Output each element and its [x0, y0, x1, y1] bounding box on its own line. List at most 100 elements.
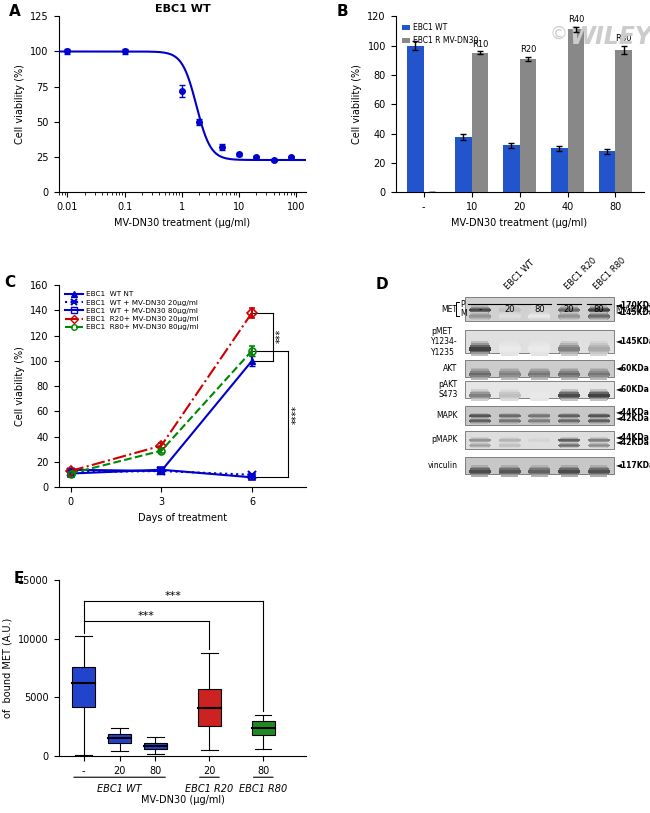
Bar	[465, 457, 614, 474]
Text: ◄60KDa: ◄60KDa	[616, 385, 650, 394]
Bar	[588, 310, 610, 311]
Bar	[529, 393, 550, 394]
Bar	[500, 352, 519, 354]
Bar	[590, 443, 608, 444]
Bar	[558, 395, 580, 397]
Bar	[588, 350, 609, 353]
Bar	[588, 347, 610, 349]
Bar	[559, 422, 579, 423]
Bar	[588, 472, 609, 474]
Bar	[501, 413, 518, 414]
Text: EBC1 WT: EBC1 WT	[503, 258, 536, 291]
X-axis label: MV-DN30 treatment (μg/ml): MV-DN30 treatment (μg/ml)	[114, 218, 250, 228]
Bar	[567, 29, 584, 193]
Bar	[499, 416, 521, 417]
Bar	[588, 393, 609, 394]
Bar	[530, 376, 549, 378]
Bar	[558, 309, 580, 310]
Bar	[499, 349, 521, 350]
Bar	[471, 443, 489, 444]
Text: ***: ***	[138, 611, 155, 620]
Bar	[528, 445, 551, 446]
Bar	[588, 316, 610, 318]
Bar	[469, 371, 490, 372]
Bar	[530, 398, 549, 399]
Bar	[529, 446, 550, 447]
Text: EBC1 R20: EBC1 R20	[185, 785, 233, 794]
Text: 20: 20	[504, 305, 515, 314]
Bar	[469, 415, 491, 416]
Bar	[469, 397, 490, 398]
Bar	[590, 398, 608, 399]
Text: EBC1 R20: EBC1 R20	[563, 255, 598, 291]
Bar	[588, 349, 610, 350]
Bar	[558, 420, 580, 421]
Bar	[558, 372, 580, 374]
Bar	[500, 443, 519, 444]
Text: MV-DN30 (μg/ml): MV-DN30 (μg/ml)	[140, 795, 224, 805]
Bar	[590, 438, 608, 439]
Bar	[501, 312, 518, 313]
Bar	[560, 414, 578, 415]
Bar	[499, 316, 521, 318]
Bar	[531, 389, 548, 391]
Bar	[471, 399, 488, 401]
Text: ◄44KDa: ◄44KDa	[616, 433, 650, 441]
Bar	[455, 137, 472, 193]
Bar	[465, 330, 614, 353]
Bar	[559, 371, 579, 372]
Bar	[588, 416, 610, 417]
Bar	[469, 309, 491, 310]
Bar	[499, 439, 520, 440]
Bar	[469, 445, 491, 446]
Bar	[469, 315, 491, 316]
Bar	[499, 345, 520, 347]
Bar	[471, 313, 489, 315]
Y-axis label: Cell viability (%): Cell viability (%)	[14, 64, 25, 144]
Bar	[590, 442, 607, 443]
Text: ◄117KDa: ◄117KDa	[616, 461, 650, 470]
Bar	[499, 350, 520, 353]
Bar	[588, 446, 609, 447]
Bar	[590, 313, 608, 315]
Bar	[529, 307, 550, 309]
Bar	[560, 311, 578, 313]
Bar	[531, 368, 548, 370]
Bar	[531, 418, 548, 419]
Bar	[407, 46, 424, 193]
X-axis label: MV-DN30 treatment (μg/ml): MV-DN30 treatment (μg/ml)	[452, 218, 588, 228]
Text: EBC1 R80: EBC1 R80	[593, 255, 628, 291]
Bar	[558, 310, 580, 311]
Bar	[471, 398, 489, 399]
Bar	[499, 317, 520, 319]
Bar	[471, 312, 488, 313]
Bar	[469, 416, 490, 418]
Bar	[499, 470, 521, 472]
Bar	[500, 319, 519, 320]
Bar	[559, 397, 579, 398]
Bar	[559, 444, 579, 445]
Bar	[561, 312, 578, 314]
Bar	[588, 393, 610, 395]
Bar	[530, 414, 549, 415]
Bar	[590, 437, 607, 438]
Bar	[499, 440, 521, 441]
Text: ◄170KDa: ◄170KDa	[616, 302, 650, 311]
Bar	[530, 474, 549, 476]
Bar	[588, 309, 610, 310]
Bar	[499, 374, 521, 376]
Bar	[588, 395, 610, 397]
Bar	[499, 440, 521, 441]
Bar	[469, 316, 491, 318]
Bar	[469, 446, 490, 447]
Bar	[561, 399, 578, 401]
Bar	[528, 470, 551, 472]
Text: P: P	[460, 300, 465, 309]
X-axis label: Days of treatment: Days of treatment	[138, 513, 227, 523]
Bar	[469, 470, 491, 472]
Bar	[531, 399, 548, 401]
Bar	[471, 311, 489, 313]
Text: 20: 20	[564, 305, 575, 314]
Bar	[558, 445, 580, 446]
Bar	[469, 374, 491, 376]
